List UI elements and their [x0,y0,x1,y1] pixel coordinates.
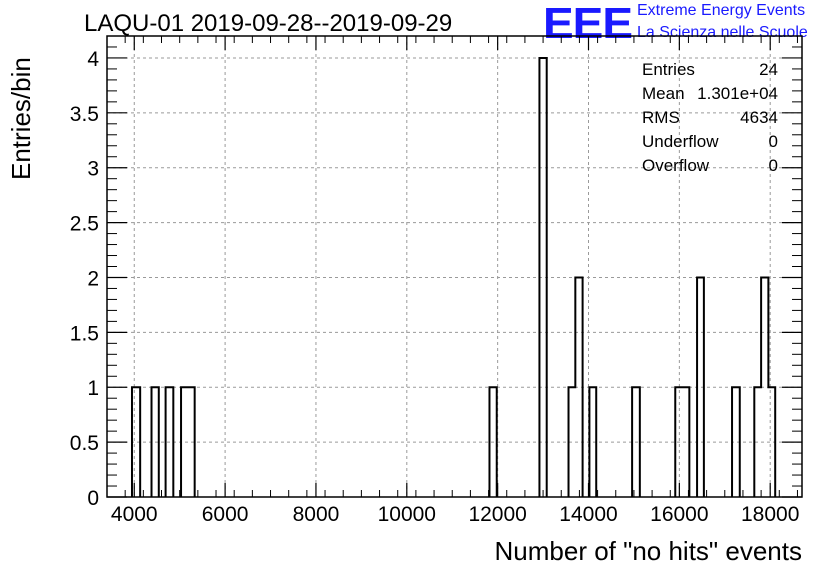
stat-row-underflow: Underflow 0 [642,130,778,154]
y-axis-label: Entries/bin [6,57,36,180]
y-tick-label: 2 [87,267,99,290]
x-tick-label: 6000 [202,503,249,526]
histogram-outline [130,56,777,497]
histogram-bin [569,387,576,497]
stat-key: Overflow [642,156,710,175]
x-tick-label: 4000 [111,503,158,526]
y-tick-label: 2.5 [70,213,99,236]
x-tick-label: 8000 [293,503,340,526]
y-tick-label: 4 [87,48,99,71]
stats-box: Entries 24 Mean 1.301e+04 RMS 4634 Under… [642,58,778,178]
histogram-bin [575,277,582,497]
stat-value: 0 [768,132,778,151]
histogram-bin [768,387,775,497]
y-tick-label: 1 [87,377,99,400]
chart-title: LAQU-01 2019-09-28--2019-09-29 [84,10,453,37]
stat-value: 24 [759,60,778,79]
logo-line-1: Extreme Energy Events [637,2,806,19]
x-tick-label: 14000 [559,503,617,526]
histogram-bin [589,387,596,497]
stat-row-overflow: Overflow 0 [642,154,778,178]
stat-key: Mean [642,84,685,103]
stat-value: 4634 [740,108,778,127]
y-tick-label: 3.5 [70,103,99,126]
histogram-bin [732,387,740,497]
histogram-bin [152,387,159,497]
y-tick-label: 1.5 [70,322,99,345]
stat-value: 0 [768,156,778,175]
x-tick-label: 18000 [741,503,799,526]
y-tick-label: 0 [87,487,99,510]
histogram-bin [632,387,640,497]
stat-row-mean: Mean 1.301e+04 [642,82,778,106]
y-tick-label: 3 [87,158,99,181]
histogram-bin [166,387,174,497]
x-tick-label: 10000 [378,503,436,526]
stat-key: Underflow [642,132,719,151]
stat-row-rms: RMS 4634 [642,106,778,130]
x-axis-label: Number of "no hits" events [494,536,803,566]
histogram-bin [761,277,768,497]
x-tick-label: 16000 [650,503,708,526]
histogram-bin [539,58,546,497]
histogram-bin [132,387,140,497]
stat-row-entries: Entries 24 [642,58,778,82]
y-tick-label: 0.5 [70,432,99,455]
histogram-bin [489,387,496,497]
stat-key: RMS [642,108,680,127]
histogram-bin [754,387,761,497]
histogram-bin [181,387,195,497]
histogram-bin [697,277,704,497]
histogram-bin [675,387,689,497]
stat-value: 1.301e+04 [697,84,778,103]
x-tick-label: 12000 [468,503,526,526]
stat-key: Entries [642,60,695,79]
